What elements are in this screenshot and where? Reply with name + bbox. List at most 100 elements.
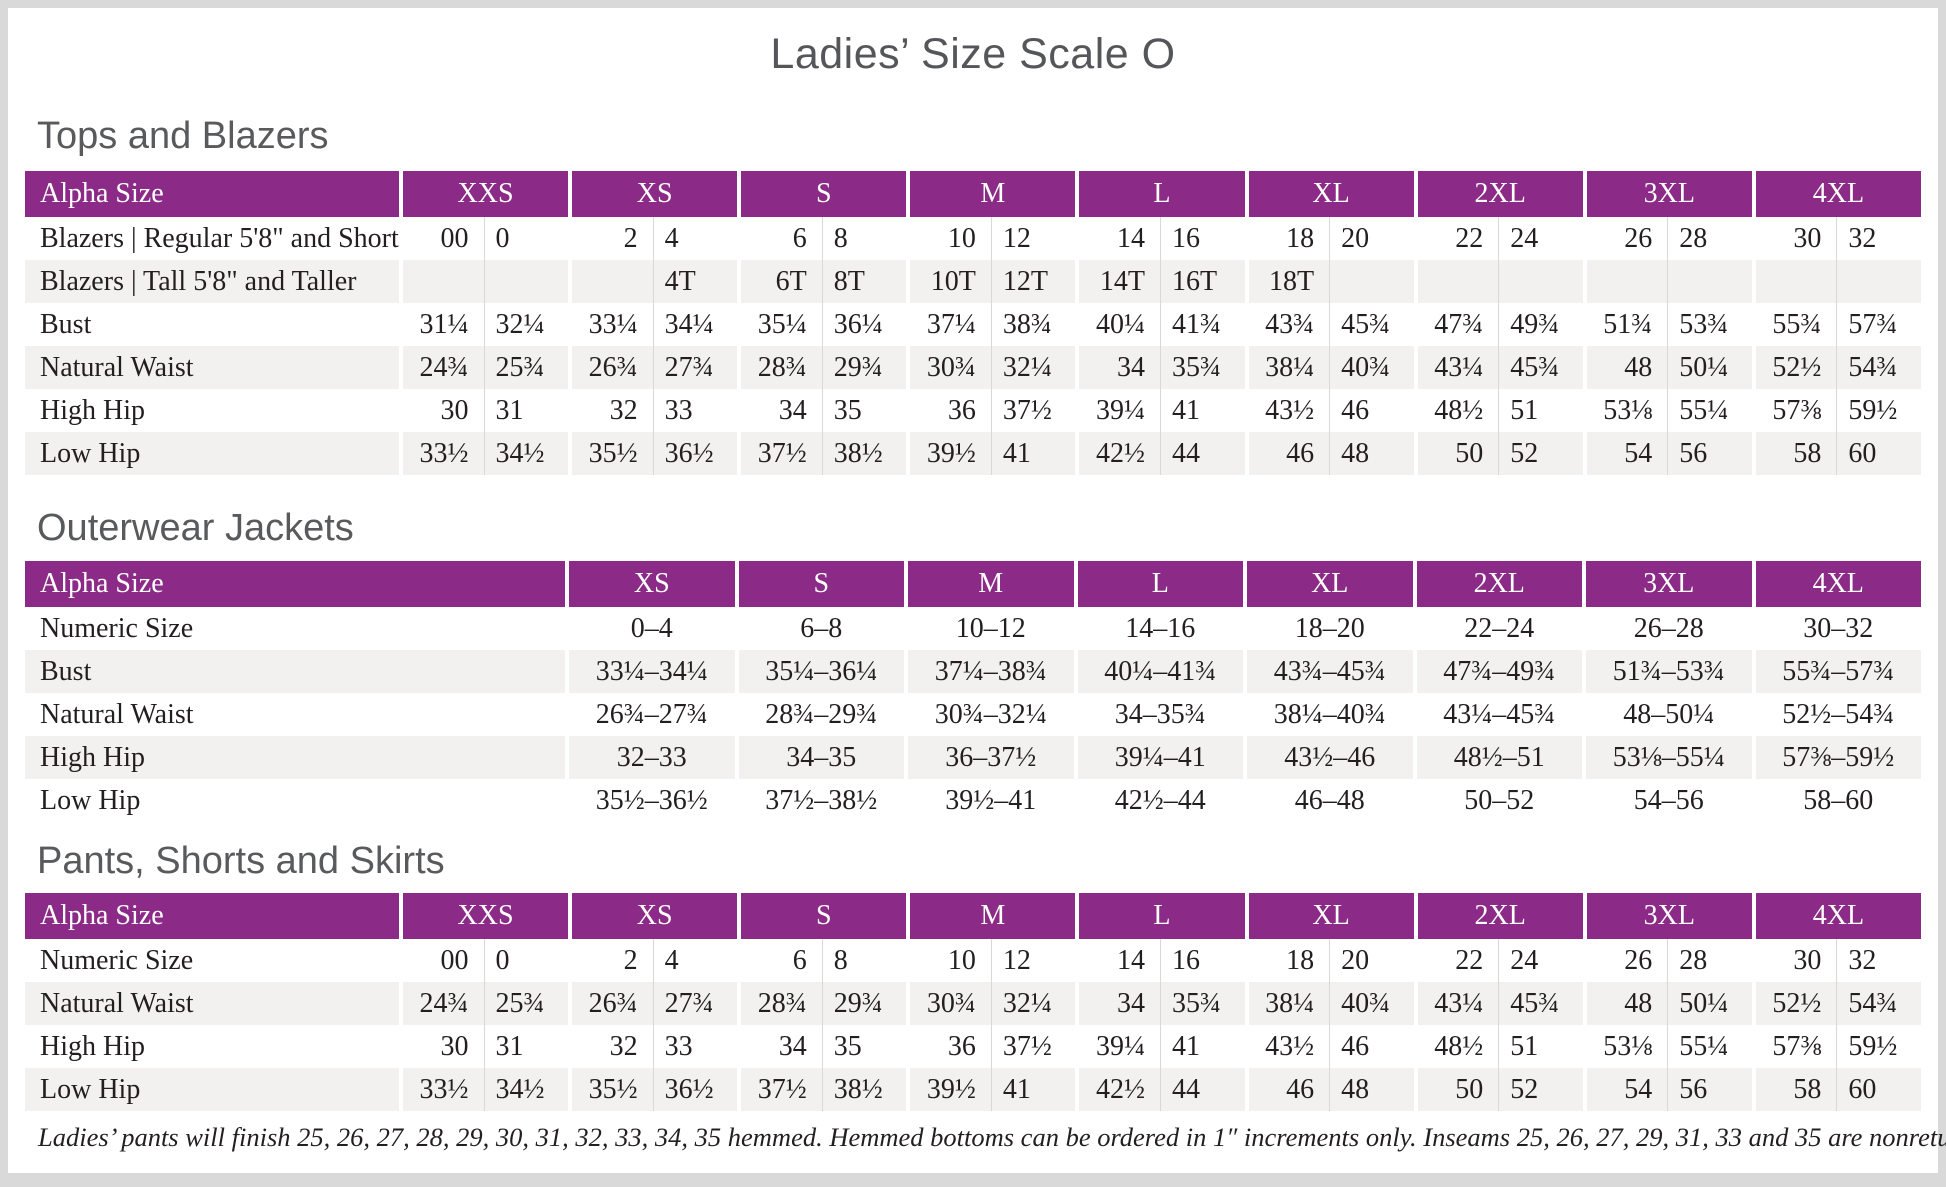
size-value-cell: 36½ — [652, 432, 738, 475]
size-value-cell — [1667, 260, 1752, 303]
size-value-cell: 18T — [1244, 260, 1330, 303]
table-row: Numeric Size 00 0 2 4 6 8 10 12 14 16 18 20 22 24 26 28 3… — [25, 939, 1921, 982]
size-value-cell: 51¾–53¾ — [1582, 650, 1752, 693]
size-value-cell: 20 — [1329, 939, 1414, 982]
size-value-cell: 41 — [1159, 389, 1245, 432]
size-value-cell: 10 — [906, 217, 991, 260]
section-heading-outerwear: Outerwear Jackets — [37, 507, 354, 549]
size-value-cell: 48 — [1582, 982, 1668, 1025]
size-value-cell: 33¼ — [568, 303, 653, 346]
size-value-cell: 41 — [990, 432, 1076, 475]
size-value-cell — [1329, 260, 1414, 303]
size-value-cell: 30¾ — [906, 346, 991, 389]
size-value-cell: 0 — [483, 939, 569, 982]
size-value-cell: 39¼ — [1075, 1025, 1160, 1068]
size-value-cell — [1413, 260, 1499, 303]
size-value-cell: 36 — [906, 389, 991, 432]
size-value-cell: 51¾ — [1582, 303, 1668, 346]
size-column-header: S — [737, 893, 907, 939]
size-value-cell: 35 — [821, 389, 907, 432]
size-value-cell: 4 — [652, 939, 738, 982]
size-value-cell: 20 — [1329, 217, 1414, 260]
size-value-cell: 10 — [906, 939, 991, 982]
size-value-cell: 37½ — [737, 1068, 822, 1111]
size-column-header: XS — [568, 171, 738, 217]
size-value-cell: 27¾ — [652, 982, 738, 1025]
size-value-cell: 34 — [1075, 982, 1160, 1025]
table-row: Bust 33¼–34¼ 35¼–36¼ 37¼–38¾ 40¼–41¾ 43¾–45¾ 4… — [25, 650, 1921, 693]
size-value-cell: 49¾ — [1498, 303, 1583, 346]
table-row: Blazers | Tall 5'8" and Taller 4T 6T 8T 10T 1… — [25, 260, 1921, 303]
size-value-cell: 8 — [821, 217, 907, 260]
size-value-cell: 41¾ — [1159, 303, 1245, 346]
size-value-cell: 50–52 — [1412, 779, 1582, 822]
size-value-cell: 54 — [1582, 1068, 1668, 1111]
size-value-cell: 42½–44 — [1073, 779, 1243, 822]
size-value-cell: 14 — [1075, 217, 1160, 260]
size-column-header: L — [1073, 561, 1243, 607]
size-value-cell: 32 — [1836, 217, 1921, 260]
size-value-cell: 31¼ — [399, 303, 484, 346]
size-column-header: 2XL — [1412, 561, 1582, 607]
size-value-cell: 37¼ — [906, 303, 991, 346]
size-value-cell: 35¾ — [1159, 982, 1245, 1025]
row-label: High Hip — [25, 1025, 399, 1068]
size-value-cell: 40¼–41¾ — [1073, 650, 1243, 693]
size-value-cell: 50¼ — [1667, 346, 1752, 389]
size-value-cell: 32¼ — [990, 346, 1076, 389]
size-column-header: 4XL — [1751, 171, 1921, 217]
size-value-cell: 28¾ — [737, 982, 822, 1025]
size-value-cell: 55¾ — [1751, 303, 1837, 346]
size-value-cell: 54¾ — [1836, 982, 1921, 1025]
size-value-cell: 33½ — [399, 1068, 484, 1111]
size-value-cell: 46 — [1329, 1025, 1414, 1068]
size-value-cell: 12 — [990, 217, 1076, 260]
alpha-size-header: Alpha Size — [25, 171, 399, 217]
table-row: High Hip 30 31 32 33 34 35 36 37½ 39¼ 41 43½ 46 48½ 51… — [25, 389, 1921, 432]
size-column-header: M — [904, 561, 1074, 607]
size-value-cell: 47¾ — [1413, 303, 1499, 346]
size-value-cell: 18–20 — [1243, 607, 1413, 650]
size-value-cell: 38¾ — [990, 303, 1076, 346]
size-value-cell: 51 — [1498, 1025, 1583, 1068]
size-value-cell — [1498, 260, 1583, 303]
size-value-cell: 18 — [1244, 217, 1330, 260]
size-value-cell: 6 — [737, 217, 822, 260]
row-label: High Hip — [25, 736, 565, 779]
size-value-cell: 0–4 — [565, 607, 735, 650]
size-value-cell: 48 — [1329, 1068, 1414, 1111]
row-label: High Hip — [25, 389, 399, 432]
size-value-cell: 34½ — [483, 432, 569, 475]
size-value-cell: 10T — [906, 260, 991, 303]
row-label: Low Hip — [25, 1068, 399, 1111]
size-value-cell: 37½ — [990, 389, 1076, 432]
size-value-cell: 27¾ — [652, 346, 738, 389]
size-value-cell: 34½ — [483, 1068, 569, 1111]
size-value-cell: 35½ — [568, 1068, 653, 1111]
size-value-cell: 31 — [483, 389, 569, 432]
size-column-header: 2XL — [1413, 171, 1583, 217]
size-value-cell: 33½ — [399, 432, 484, 475]
size-value-cell: 34 — [1075, 346, 1160, 389]
size-value-cell: 34 — [737, 389, 822, 432]
size-value-cell: 16 — [1159, 217, 1245, 260]
size-value-cell: 35½ — [568, 432, 653, 475]
size-value-cell: 14 — [1075, 939, 1160, 982]
size-value-cell: 45¾ — [1498, 346, 1583, 389]
header-row: Alpha Size XS S M L XL 2XL 3XL 4XL — [25, 561, 1921, 607]
size-value-cell: 39½ — [906, 1068, 991, 1111]
size-value-cell: 33¼–34¼ — [565, 650, 735, 693]
size-value-cell: 0 — [483, 217, 569, 260]
size-value-cell: 38¼ — [1244, 982, 1330, 1025]
size-value-cell: 48 — [1582, 346, 1668, 389]
size-value-cell: 48½ — [1413, 1025, 1499, 1068]
pants-shorts-skirts-table-slot: Alpha Size XXS XS S M L XL 2XL 3XL 4XL Numeric Siz… — [8, 893, 1938, 1111]
size-value-cell: 8 — [821, 939, 907, 982]
size-value-cell: 44 — [1159, 1068, 1245, 1111]
size-value-cell: 50¼ — [1667, 982, 1752, 1025]
size-value-cell: 58–60 — [1751, 779, 1921, 822]
size-value-cell: 4 — [652, 217, 738, 260]
size-value-cell: 45¾ — [1498, 982, 1583, 1025]
row-label: Bust — [25, 650, 565, 693]
size-column-header: L — [1075, 893, 1245, 939]
